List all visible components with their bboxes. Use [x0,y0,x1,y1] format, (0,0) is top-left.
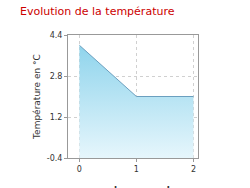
svg-text:4.4: 4.4 [50,31,63,40]
svg-text:heure par heure: heure par heure [114,185,196,188]
svg-text:1: 1 [134,165,139,174]
svg-text:2.8: 2.8 [50,72,63,81]
svg-text:Température en °C: Température en °C [32,54,42,140]
svg-text:1.2: 1.2 [50,113,63,122]
svg-text:-0.4: -0.4 [47,154,63,163]
svg-text:0: 0 [77,165,82,174]
svg-text:Evolution de la température: Evolution de la température [20,5,175,18]
svg-text:2: 2 [191,165,196,174]
